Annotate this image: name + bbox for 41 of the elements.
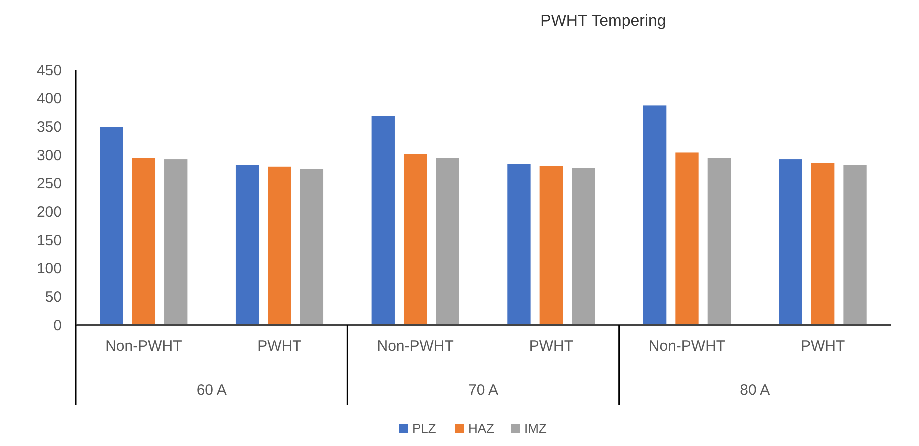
x-tick-label: Non-PWHT (648, 338, 726, 355)
y-tick-label: 100 (36, 260, 62, 278)
bar (404, 154, 428, 325)
y-tick-label: 350 (36, 118, 62, 136)
legend-label: IMZ (524, 421, 547, 436)
y-tick-label: 250 (36, 176, 62, 193)
bar (268, 166, 292, 325)
legend-label: PLZ (412, 421, 436, 436)
bar (300, 169, 324, 325)
text: 70 A (468, 382, 499, 399)
x-tick-label: Non-PWHT (106, 338, 182, 355)
x-tick-label: PWHT (529, 338, 574, 355)
bar (779, 160, 802, 325)
bar (436, 158, 460, 325)
y-tick-label: 50 (45, 288, 62, 306)
y-tick-label: 200 (36, 204, 62, 221)
y-tick-label: 150 (36, 232, 62, 250)
x-tick-label: Non-PWHT (377, 338, 454, 355)
text: 80 A (740, 382, 770, 399)
x-tick-label: PWHT (258, 338, 302, 355)
bar (100, 127, 124, 325)
text: 60 A (196, 382, 227, 399)
legend-label: HAZ (468, 421, 495, 436)
bar (708, 158, 732, 325)
bar (540, 166, 564, 325)
bar (372, 116, 395, 325)
bar (508, 164, 531, 325)
bar (643, 106, 667, 325)
bar (844, 165, 867, 325)
bar (132, 158, 156, 325)
bar (676, 152, 699, 325)
bar (572, 168, 596, 325)
chart-title: PWHT Tempering (540, 13, 666, 30)
bar (811, 164, 835, 325)
bar (164, 160, 188, 325)
y-tick-label: 0 (54, 317, 62, 334)
y-tick-label: 450 (36, 62, 62, 80)
bar (236, 165, 260, 325)
y-tick-label: 300 (36, 147, 62, 164)
x-tick-label: PWHT (800, 338, 846, 355)
y-tick-label: 400 (36, 90, 62, 108)
